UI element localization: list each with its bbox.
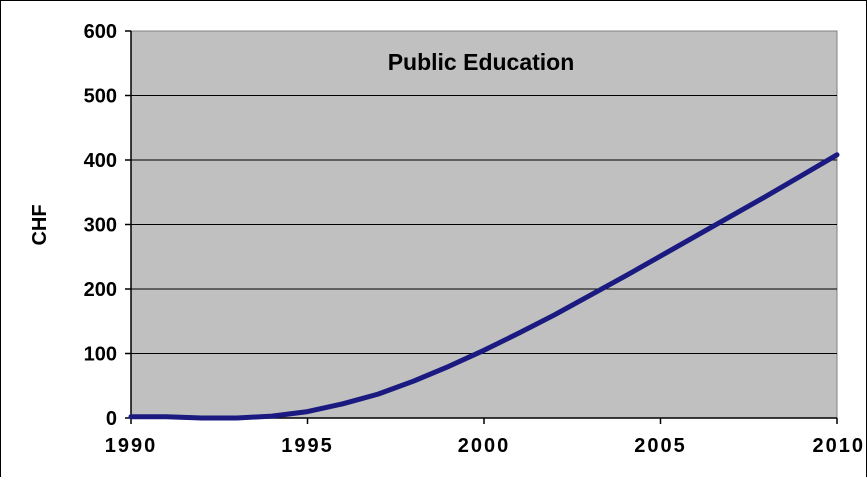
x-tick-label: 2005: [634, 435, 687, 457]
tick-marks: [125, 30, 838, 424]
grid-lines: [131, 95, 837, 354]
y-tick-label: 100: [84, 344, 117, 366]
x-tick-label: 1990: [105, 435, 158, 457]
y-tick-label: 600: [84, 21, 117, 43]
y-tick-label: 300: [84, 215, 117, 237]
y-tick-label: 400: [84, 150, 117, 172]
chart-title: Public Education: [388, 49, 575, 75]
x-tick-labels: 1990 1995 2000 2005 2010: [105, 435, 866, 457]
y-axis-label: CHF: [29, 204, 51, 245]
y-tick-label: 0: [106, 408, 117, 430]
x-tick-label: 2010: [813, 435, 866, 457]
y-tick-labels: 0 100 200 300 400 500 600: [84, 21, 117, 430]
x-tick-label: 1995: [281, 435, 334, 457]
y-tick-label: 500: [84, 86, 117, 108]
series-layer: [128, 152, 840, 421]
y-tick-label: 200: [84, 279, 117, 301]
x-tick-label: 2000: [458, 435, 511, 457]
series-line: [128, 152, 840, 421]
